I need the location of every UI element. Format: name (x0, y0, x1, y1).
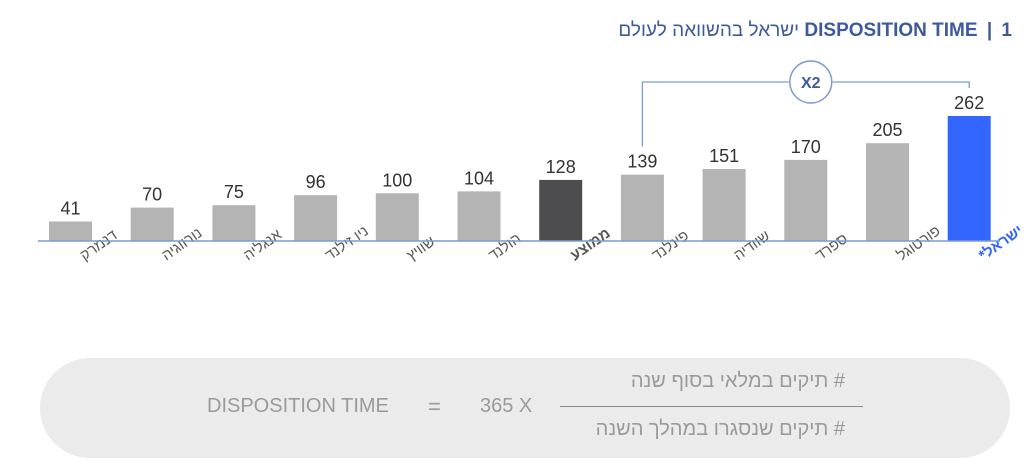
bar (457, 191, 501, 241)
data-label: 70 (142, 185, 162, 205)
data-label: 205 (872, 120, 902, 140)
chart-title: 1 | DISPOSITION TIME ישראל בהשוואה לעולם (618, 20, 1012, 42)
data-label: 128 (546, 157, 576, 177)
bar (49, 221, 92, 241)
formula-equals: = (428, 394, 441, 419)
bar (539, 179, 583, 241)
data-label: 100 (382, 170, 412, 190)
comparison-bracket (641, 81, 970, 147)
bar (620, 174, 664, 241)
title-separator: | (986, 20, 993, 41)
bar (947, 116, 991, 241)
bar (130, 207, 174, 241)
title-hebrew: ישראל בהשוואה לעולם (618, 20, 800, 41)
bar (784, 159, 828, 241)
data-label: 170 (791, 137, 821, 157)
comparison-label: X2 (801, 75, 821, 92)
formula-multiplier: 365 X (480, 395, 533, 417)
data-label: 104 (464, 168, 494, 188)
data-label: 139 (627, 152, 657, 172)
data-label: 96 (306, 172, 326, 192)
title-english: DISPOSITION TIME (804, 20, 978, 41)
fraction-line (560, 406, 863, 407)
bar (702, 168, 746, 241)
bar (866, 143, 909, 241)
formula-label: DISPOSITION TIME (207, 395, 389, 417)
formula-denominator: # תיקים שנסגרו במהלך השנה (595, 418, 845, 440)
formula-box: DISPOSITION TIME = 365 X # תיקים במלאי ב… (40, 358, 1010, 458)
title-number: 1 (1001, 20, 1012, 41)
data-label: 75 (224, 182, 244, 202)
data-label: 262 (954, 93, 984, 113)
data-label: 41 (60, 198, 80, 218)
data-label: 151 (709, 146, 739, 166)
bar (212, 205, 256, 241)
comparison-badge (789, 60, 833, 104)
bar (375, 193, 419, 241)
formula-numerator: # תיקים במלאי בסוף שנה (630, 370, 845, 392)
bar (294, 195, 338, 241)
